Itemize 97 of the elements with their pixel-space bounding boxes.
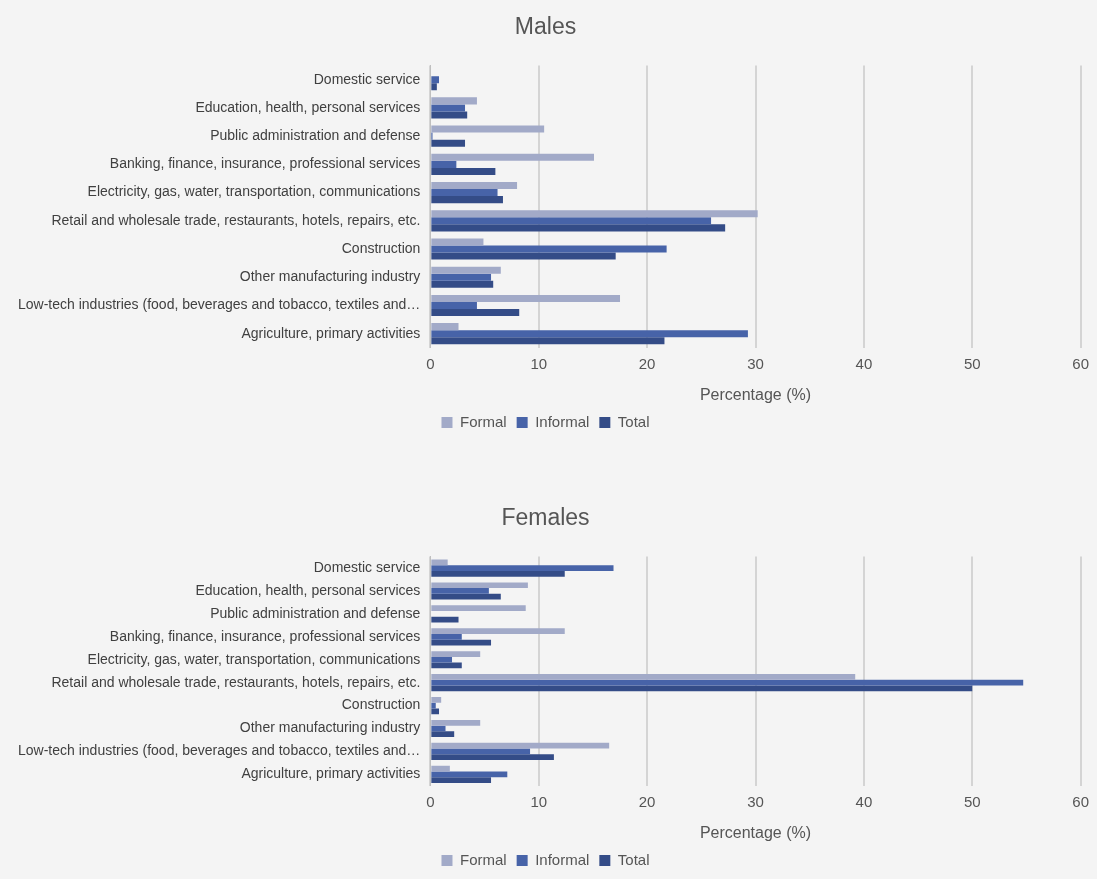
y-tick-label: Banking, finance, insurance, professional services <box>109 155 421 172</box>
x-tick-label: 50 <box>963 354 981 372</box>
bar <box>431 153 595 161</box>
bar <box>431 309 520 317</box>
bar <box>431 559 448 566</box>
y-tick-label: Retail and wholesale trade, restaurants, hotels, repairs, etc. <box>51 211 421 228</box>
bar <box>431 280 494 288</box>
y-tick-label: Domestic service <box>313 70 421 87</box>
bar <box>431 301 477 309</box>
x-tick-label: 30 <box>747 354 764 372</box>
chart-title: Males <box>514 13 577 40</box>
x-tick-label: 10 <box>530 354 548 372</box>
bar <box>431 245 667 253</box>
legend-label: Informal <box>535 412 590 430</box>
y-tick-label: Construction <box>341 696 421 713</box>
bar <box>431 777 492 783</box>
y-tick-label: Agriculture, primary activities <box>241 765 421 782</box>
bar <box>431 725 446 732</box>
bar <box>431 125 545 133</box>
x-tick-label: 10 <box>530 792 548 810</box>
legend-label: Informal <box>535 850 590 868</box>
y-tick-label: Other manufacturing industry <box>239 719 421 736</box>
bar <box>431 651 481 657</box>
bar <box>431 83 437 91</box>
y-tick-label: Other manufacturing industry <box>239 268 421 285</box>
bar <box>431 182 518 190</box>
legend-label: Total <box>617 850 650 868</box>
x-tick-label: 0 <box>426 354 435 372</box>
x-tick-label: 20 <box>638 792 656 810</box>
bar <box>431 97 477 105</box>
bar <box>431 742 610 749</box>
bar <box>431 224 726 232</box>
bar <box>431 294 621 302</box>
bar <box>431 765 450 772</box>
bar <box>431 708 440 715</box>
y-tick-label: Agriculture, primary activities <box>241 324 421 341</box>
y-tick-label: Low-tech industries (food, beverages and tobacco, textiles and… <box>18 742 421 759</box>
bar <box>431 656 453 663</box>
x-axis-title: Percentage (%) <box>699 823 812 841</box>
y-tick-label: Public administration and defense <box>210 604 421 621</box>
bar <box>431 771 508 778</box>
bar <box>431 628 565 634</box>
x-tick-label: 50 <box>963 792 981 810</box>
x-tick-label: 30 <box>747 792 764 810</box>
bar <box>431 570 565 577</box>
bar <box>431 189 498 197</box>
bar <box>431 731 455 738</box>
bar <box>431 679 1024 686</box>
bar <box>431 217 712 225</box>
y-tick-label: Domestic service <box>313 558 421 575</box>
legend-label: Total <box>617 412 650 430</box>
y-tick-label: Retail and wholesale trade, restaurants, hotels, repairs, etc. <box>51 673 421 690</box>
legend-label: Formal <box>459 850 507 868</box>
x-tick-label: 40 <box>855 354 873 372</box>
bar <box>431 111 468 119</box>
y-tick-label: Electricity, gas, water, transportation, communications <box>87 183 421 200</box>
y-tick-label: Construction <box>341 239 421 256</box>
x-tick-label: 60 <box>1072 354 1089 372</box>
bar <box>431 565 614 571</box>
bar <box>431 160 457 168</box>
bar <box>431 674 856 680</box>
x-axis-title: Percentage (%) <box>699 385 812 403</box>
bar <box>431 273 492 281</box>
bar <box>431 167 496 175</box>
bar <box>431 633 462 640</box>
x-tick-label: 40 <box>855 792 873 810</box>
chart-title: Females <box>501 504 590 531</box>
y-tick-label: Public administration and defense <box>210 127 421 144</box>
bar <box>431 266 501 274</box>
x-tick-label: 20 <box>638 354 656 372</box>
bar <box>431 616 459 623</box>
bar <box>431 337 665 345</box>
y-tick-label: Low-tech industries (food, beverages and tobacco, textiles and… <box>18 296 421 313</box>
y-tick-label: Banking, finance, insurance, professional services <box>109 627 421 644</box>
bar <box>431 104 466 112</box>
bar <box>431 210 758 218</box>
bar <box>431 588 489 594</box>
bar <box>431 605 526 612</box>
bar <box>431 754 554 761</box>
bar <box>431 196 503 204</box>
bar <box>431 702 436 709</box>
bar <box>431 139 466 147</box>
bar <box>431 330 748 338</box>
bar <box>431 719 481 726</box>
bar <box>431 252 616 260</box>
y-tick-label: Electricity, gas, water, transportation, communications <box>87 650 421 667</box>
y-tick-label: Education, health, personal services <box>195 98 421 115</box>
bar <box>431 593 501 600</box>
bar <box>431 696 442 703</box>
bar <box>431 238 484 246</box>
x-tick-label: 0 <box>426 792 435 810</box>
legend-label: Formal <box>459 412 507 430</box>
y-tick-label: Education, health, personal services <box>195 581 421 598</box>
bar <box>431 582 528 589</box>
bar <box>431 76 440 84</box>
bar <box>431 323 459 331</box>
x-tick-label: 60 <box>1072 792 1089 810</box>
